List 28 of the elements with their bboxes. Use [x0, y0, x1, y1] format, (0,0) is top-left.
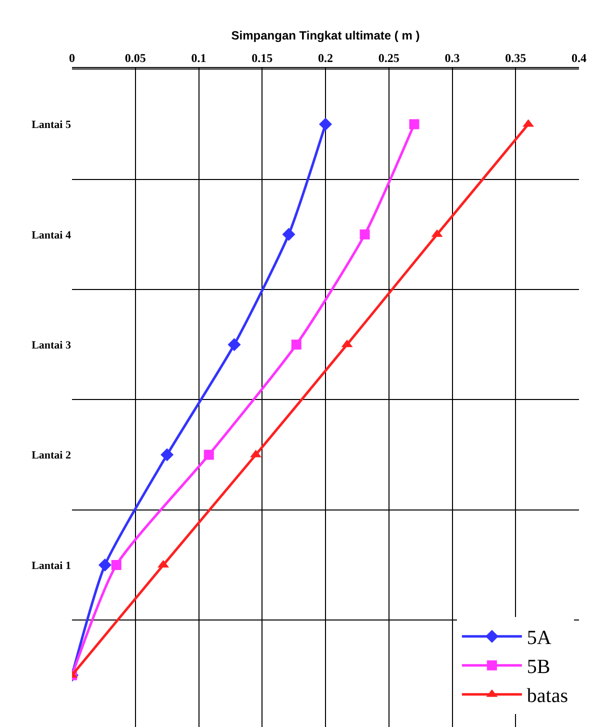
point [319, 118, 332, 131]
legend-label: 5B [526, 656, 550, 678]
point [160, 448, 174, 462]
y-tick-label: Lantai 2 [32, 450, 72, 462]
y-tick-label: Lantai 1 [32, 560, 71, 572]
x-tick-label: 0.4 [572, 51, 586, 66]
x-tick-label: 0.05 [124, 51, 146, 66]
x-tick-label: 0.3 [444, 51, 460, 66]
point [360, 229, 370, 240]
x-tick-label: 0 [69, 51, 75, 66]
x-tick-label: 0.15 [252, 51, 273, 66]
point [204, 450, 214, 460]
point [228, 338, 241, 352]
x-tick-label: 0.25 [378, 51, 400, 66]
point [98, 558, 112, 572]
x-tick-label: 0.2 [318, 51, 333, 66]
chart-title: Simpangan Tingkat ultimate ( m ) [231, 28, 420, 42]
x-tick-label: 0.1 [191, 51, 206, 66]
y-tick-label: Lantai 5 [32, 119, 72, 132]
x-tick-label: 0.35 [505, 51, 526, 66]
point [282, 228, 296, 241]
point [291, 340, 302, 350]
legend-label: batas [526, 685, 568, 708]
y-tick-label: Lantai 4 [32, 229, 72, 242]
point [409, 119, 420, 130]
y-tick-label: Lantai 3 [32, 339, 72, 352]
point [111, 560, 122, 570]
legend-label: 5A [526, 627, 552, 650]
